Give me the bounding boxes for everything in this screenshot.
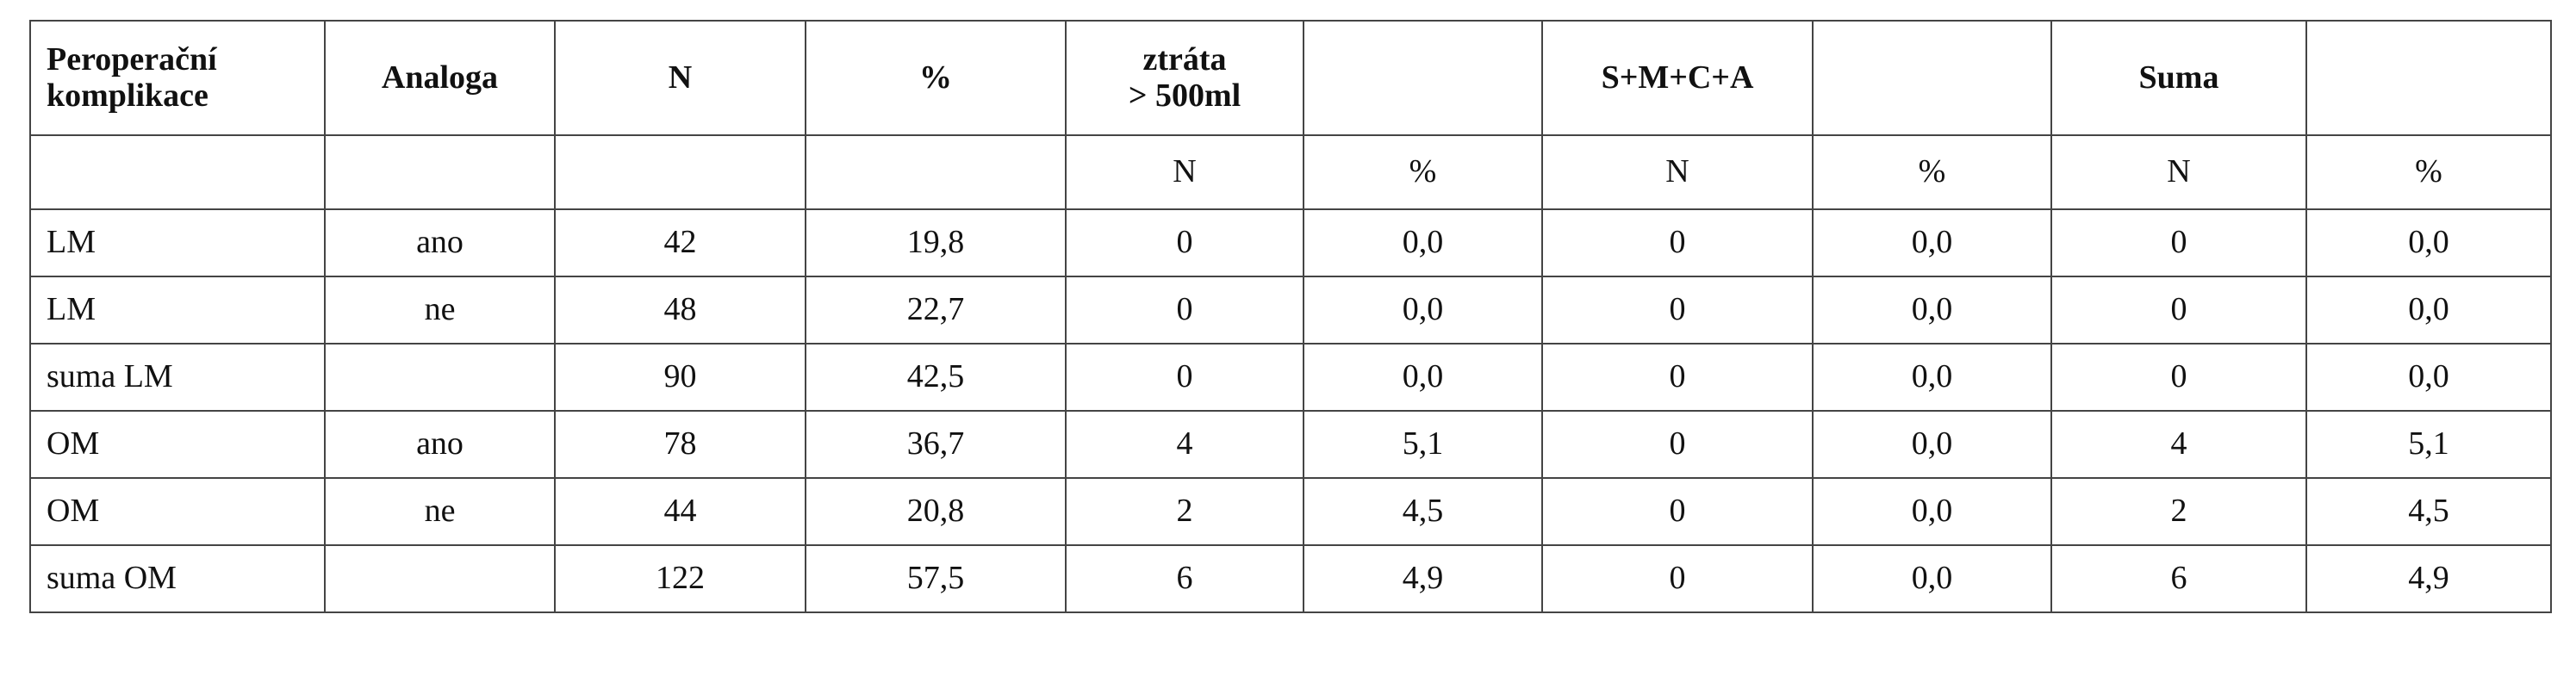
table-cell: 0 [1541, 208, 1814, 277]
table-cell: 0,0 [1812, 410, 2052, 479]
table-row: LM ne 48 22,7 0 0,0 0 0,0 0 0,0 [29, 276, 2552, 344]
table-cell: 0 [1541, 276, 1814, 344]
table-cell: 0,0 [1812, 477, 2052, 546]
table-cell: 5,1 [2305, 410, 2552, 479]
table-cell: N [1541, 134, 1814, 210]
table-cell: 4 [1065, 410, 1304, 479]
table-row: LM ano 42 19,8 0 0,0 0 0,0 0 0,0 [29, 208, 2552, 277]
table-cell: 0 [1065, 343, 1304, 412]
table-cell: 2 [1065, 477, 1304, 546]
table-cell: N [554, 20, 806, 136]
table-cell [1812, 20, 2052, 136]
table-cell [2305, 20, 2552, 136]
data-table: Peroperační komplikace Analoga N% ztráta > … [29, 20, 2552, 613]
table-cell: 0 [1065, 276, 1304, 344]
table-cell [805, 134, 1067, 210]
table-cell: 0,0 [2305, 208, 2552, 277]
table-cell [554, 134, 806, 210]
table-cell: Suma [2050, 20, 2307, 136]
table-cell: 57,5 [805, 544, 1067, 613]
table-cell: LM [29, 208, 326, 277]
table-cell: % [1812, 134, 2052, 210]
table-cell: 0 [1541, 343, 1814, 412]
table-cell: 122 [554, 544, 806, 613]
table-cell: 0,0 [2305, 276, 2552, 344]
table-cell: 4,5 [1303, 477, 1543, 546]
table-cell: 19,8 [805, 208, 1067, 277]
table-body: Peroperační komplikace Analoga N% ztráta > … [29, 20, 2552, 613]
table-cell: ne [324, 477, 556, 546]
table-cell: 44 [554, 477, 806, 546]
table-cell: 0 [1541, 477, 1814, 546]
table-cell: 0,0 [1812, 343, 2052, 412]
table-cell: suma OM [29, 544, 326, 613]
table-cell: 0,0 [1812, 208, 2052, 277]
table-cell: ano [324, 410, 556, 479]
table-cell: ztráta > 500ml [1065, 20, 1304, 136]
table-cell: 0 [2050, 343, 2307, 412]
table-cell: 0 [2050, 276, 2307, 344]
table-cell [324, 343, 556, 412]
table-cell: 0 [2050, 208, 2307, 277]
table-cell: LM [29, 276, 326, 344]
table-row: Peroperační komplikace Analoga N% ztráta > … [29, 20, 2552, 136]
table-cell: OM [29, 477, 326, 546]
table-cell: 0,0 [1303, 343, 1543, 412]
table-cell [324, 544, 556, 613]
table-cell: 78 [554, 410, 806, 479]
table-cell: N [2050, 134, 2307, 210]
table-cell: suma LM [29, 343, 326, 412]
table-cell: 0 [1065, 208, 1304, 277]
table-cell: 4,9 [2305, 544, 2552, 613]
table-row: suma LM 90 42,5 0 0,0 0 0,0 0 0,0 [29, 343, 2552, 412]
table-cell: 42 [554, 208, 806, 277]
table-cell [1303, 20, 1543, 136]
table-row: OM ne 44 20,8 2 4,5 0 0,0 2 4,5 [29, 477, 2552, 546]
table-cell: 42,5 [805, 343, 1067, 412]
table-cell: % [2305, 134, 2552, 210]
table-row: OM ano 78 36,7 4 5,1 0 0,0 4 5,1 [29, 410, 2552, 479]
table-cell: 4,5 [2305, 477, 2552, 546]
table-cell: N [1065, 134, 1304, 210]
table-cell: 0 [1541, 544, 1814, 613]
table-cell: 0 [1541, 410, 1814, 479]
table-cell: 48 [554, 276, 806, 344]
table-cell: ano [324, 208, 556, 277]
table-cell [29, 134, 326, 210]
table-cell: 0,0 [1812, 276, 2052, 344]
table-cell: 22,7 [805, 276, 1067, 344]
table-cell [324, 134, 556, 210]
table-cell: % [805, 20, 1067, 136]
table-cell: Peroperační komplikace [29, 20, 326, 136]
table-cell: 36,7 [805, 410, 1067, 479]
table-cell: 0,0 [2305, 343, 2552, 412]
table-cell: 0,0 [1303, 276, 1543, 344]
table-cell: 5,1 [1303, 410, 1543, 479]
table-row: suma OM 122 57,5 6 4,9 0 0,0 6 4,9 [29, 544, 2552, 613]
table-cell: Analoga [324, 20, 556, 136]
table-cell: OM [29, 410, 326, 479]
table-cell: 0,0 [1812, 544, 2052, 613]
table-cell: 2 [2050, 477, 2307, 546]
table-cell: 4 [2050, 410, 2307, 479]
table-cell: S+M+C+A [1541, 20, 1814, 136]
table-cell: 6 [1065, 544, 1304, 613]
table-cell: 90 [554, 343, 806, 412]
table-cell: 0,0 [1303, 208, 1543, 277]
table-row: N% N% N% [29, 134, 2552, 210]
table-cell: 4,9 [1303, 544, 1543, 613]
table-cell: 20,8 [805, 477, 1067, 546]
table-cell: 6 [2050, 544, 2307, 613]
table-cell: % [1303, 134, 1543, 210]
table-cell: ne [324, 276, 556, 344]
